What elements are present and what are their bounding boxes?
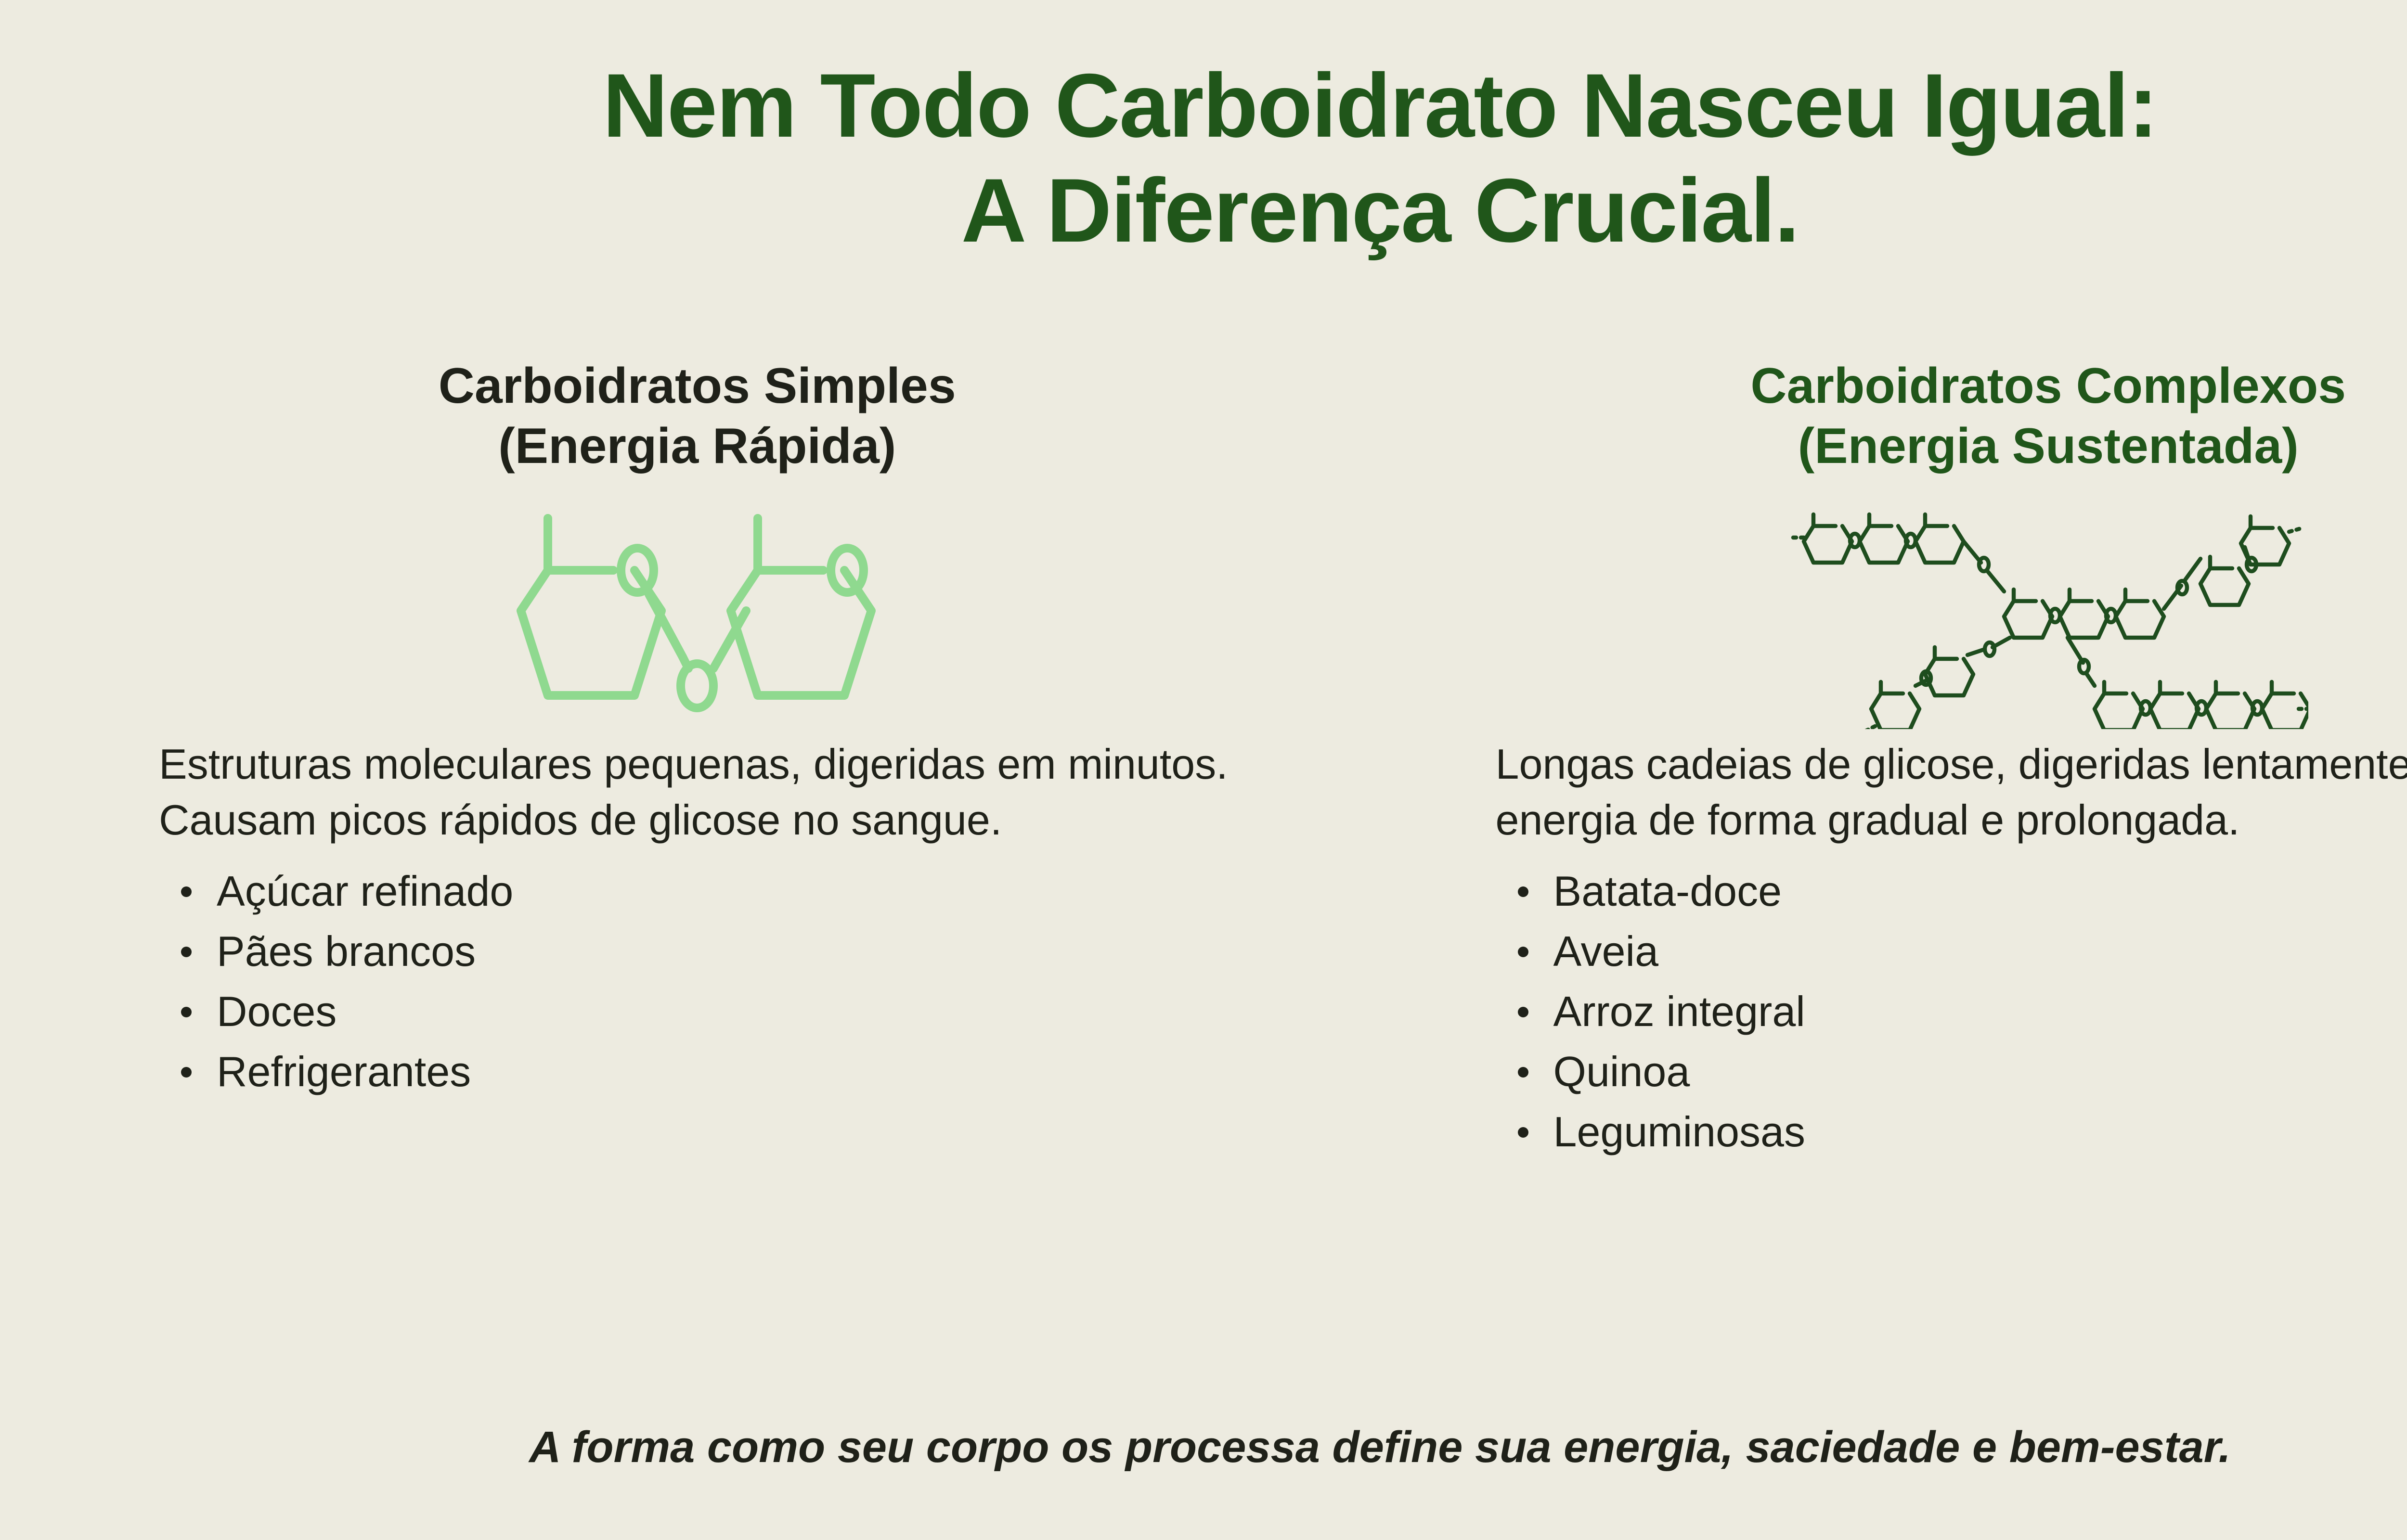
- list-item: Leguminosas: [1496, 1102, 2407, 1162]
- column-heading-simple-line1: Carboidratos Simples: [438, 358, 956, 414]
- figure-wrap-simple: [159, 496, 1236, 736]
- list-item: Refrigerantes: [159, 1042, 1236, 1102]
- title-line-1: Nem Todo Carboidrato Nasceu Igual:: [602, 55, 2158, 156]
- column-heading-complex-line2: (Energia Sustentada): [1798, 418, 2299, 474]
- comparison-columns: Carboidratos Simples (Energia Rápida): [0, 356, 2407, 1162]
- branched-polysaccharide-diagram: [1791, 503, 2308, 729]
- disaccharide-structure-diagram: [517, 513, 876, 712]
- list-simple-carbs: Açúcar refinado Pães brancos Doces Refri…: [159, 861, 1236, 1102]
- column-heading-complex: Carboidratos Complexos (Energia Sustenta…: [1496, 356, 2407, 476]
- list-item: Arroz integral: [1496, 982, 2407, 1042]
- list-item: Açúcar refinado: [159, 861, 1236, 922]
- list-item: Doces: [159, 982, 1236, 1042]
- figure-wrap-complex: [1496, 496, 2407, 736]
- column-heading-simple: Carboidratos Simples (Energia Rápida): [159, 356, 1236, 476]
- list-complex-carbs: Batata-doce Aveia Arroz integral Quinoa …: [1496, 861, 2407, 1162]
- page-title: Nem Todo Carboidrato Nasceu Igual: A Dif…: [0, 53, 2407, 263]
- column-complex-carbs: Carboidratos Complexos (Energia Sustenta…: [1380, 356, 2407, 1162]
- title-line-2: A Diferença Crucial.: [961, 160, 1800, 261]
- footer-note: A forma como seu corpo os processa defin…: [529, 1423, 2231, 1472]
- list-item: Pães brancos: [159, 922, 1236, 982]
- column-heading-simple-line2: (Energia Rápida): [498, 418, 896, 474]
- list-item: Aveia: [1496, 922, 2407, 982]
- column-description-complex: Longas cadeias de glicose, digeridas len…: [1495, 740, 2407, 844]
- column-heading-complex-line1: Carboidratos Complexos: [1750, 358, 2346, 414]
- list-item: Quinoa: [1496, 1042, 2407, 1102]
- column-simple-carbs: Carboidratos Simples (Energia Rápida): [0, 356, 1380, 1162]
- list-item: Batata-doce: [1496, 861, 2407, 922]
- column-description-simple: Estruturas moleculares pequenas, digerid…: [159, 740, 1228, 844]
